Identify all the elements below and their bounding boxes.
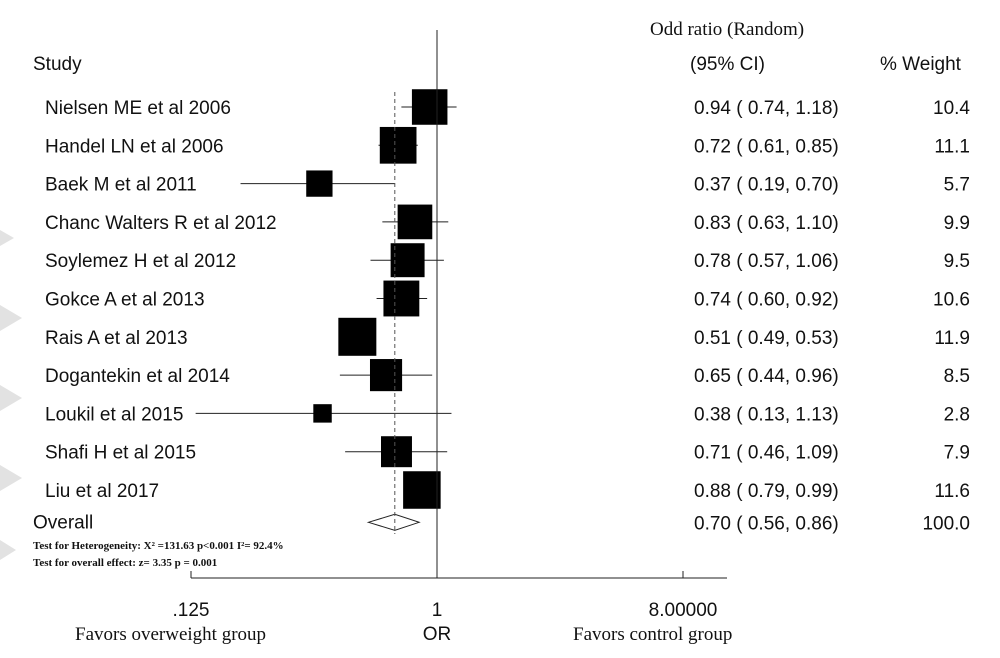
ci-text: 0.88 ( 0.79, 0.99) xyxy=(694,481,839,502)
x-axis-ticks: .125 1 8.00000 xyxy=(173,571,718,621)
weight-text: 5.7 xyxy=(944,175,970,196)
ci-text: 0.37 ( 0.19, 0.70) xyxy=(694,175,839,196)
effect-square xyxy=(338,317,377,356)
weight-text: 10.6 xyxy=(933,290,970,311)
study-row: Gokce A et al 2013 0.74 ( 0.60, 0.92) 10.6 xyxy=(45,280,970,317)
ci-text: 0.71 ( 0.46, 1.09) xyxy=(694,443,839,464)
ci-text: 0.72 ( 0.61, 0.85) xyxy=(694,136,839,157)
tick-label: 1 xyxy=(432,600,443,621)
effect-square xyxy=(369,359,403,392)
tick-label: .125 xyxy=(173,600,210,621)
study-label: Baek M et al 2011 xyxy=(45,175,197,196)
study-row: Handel LN et al 2006 0.72 ( 0.61, 0.85) 11… xyxy=(45,126,970,164)
study-row: Loukil et al 2015 0.38 ( 0.13, 1.13) 2.8 xyxy=(45,404,970,425)
weight-text: 11.1 xyxy=(934,136,970,157)
study-label: Nielsen ME et al 2006 xyxy=(45,98,231,119)
study-header: Study xyxy=(33,54,82,75)
study-row: Baek M et al 2011 0.37 ( 0.19, 0.70) 5.7 xyxy=(45,170,970,197)
overall-diamond xyxy=(366,513,421,531)
study-label: Rais A et al 2013 xyxy=(45,328,188,349)
weight-text: 10.4 xyxy=(933,98,970,119)
right-favors-caption: Favors control group xyxy=(573,624,732,645)
effect-square xyxy=(313,404,332,423)
ci-text: 0.83 ( 0.63, 1.10) xyxy=(694,213,839,234)
study-row: Rais A et al 2013 0.51 ( 0.49, 0.53) 11.9 xyxy=(45,317,970,356)
study-label: Chanc Walters R et al 2012 xyxy=(45,213,277,234)
effect-square xyxy=(403,471,441,509)
ci-text: 0.94 ( 0.74, 1.18) xyxy=(694,98,839,119)
weight-text: 2.8 xyxy=(944,404,970,425)
ci-text: 0.78 ( 0.57, 1.06) xyxy=(694,251,839,272)
overall-effect-note: Test for overall effect: z= 3.35 p = 0.0… xyxy=(33,557,217,569)
overall-ci-text: 0.70 ( 0.56, 0.86) xyxy=(694,513,839,534)
decorative-wedges xyxy=(0,230,22,560)
study-label: Liu et al 2017 xyxy=(45,481,159,502)
study-label: Loukil et al 2015 xyxy=(45,404,183,425)
study-label: Gokce A et al 2013 xyxy=(45,290,205,311)
weight-header: % Weight xyxy=(880,54,962,75)
study-row: Dogantekin et al 2014 0.65 ( 0.44, 0.96) 8… xyxy=(45,359,970,392)
overall-weight-text: 100.0 xyxy=(922,513,970,534)
study-row: Soylemez H et al 2012 0.78 ( 0.57, 1.06) 9… xyxy=(45,243,970,278)
study-rows: Nielsen ME et al 2006 0.94 ( 0.74, 1.18) 1… xyxy=(45,89,970,509)
tick-label: 8.00000 xyxy=(649,600,718,621)
ci-header: (95% CI) xyxy=(690,54,765,75)
overall-label: Overall xyxy=(33,512,93,533)
effect-square xyxy=(383,280,420,317)
study-label: Handel LN et al 2006 xyxy=(45,136,224,157)
effect-square xyxy=(411,89,448,125)
study-row: Shafi H et al 2015 0.71 ( 0.46, 1.09) 7.9 xyxy=(45,436,970,468)
ci-text: 0.74 ( 0.60, 0.92) xyxy=(694,290,839,311)
study-row: Liu et al 2017 0.88 ( 0.79, 0.99) 11.6 xyxy=(45,471,970,509)
study-label: Soylemez H et al 2012 xyxy=(45,251,236,272)
weight-text: 11.9 xyxy=(934,328,970,349)
ci-text: 0.65 ( 0.44, 0.96) xyxy=(694,366,839,387)
weight-text: 9.5 xyxy=(944,251,970,272)
effect-square xyxy=(379,126,417,164)
weight-text: 9.9 xyxy=(944,213,970,234)
left-favors-caption: Favors overweight group xyxy=(75,624,266,645)
weight-text: 7.9 xyxy=(944,443,970,464)
heterogeneity-note: Test for Heterogeneity: X² =131.63 p<0.0… xyxy=(33,540,284,552)
study-row: Chanc Walters R et al 2012 0.83 ( 0.63, 1… xyxy=(45,204,970,240)
effect-square xyxy=(381,436,412,468)
weight-text: 11.6 xyxy=(934,481,970,502)
ci-text: 0.38 ( 0.13, 1.13) xyxy=(694,404,839,425)
effect-square xyxy=(306,170,333,197)
study-label: Dogantekin et al 2014 xyxy=(45,366,230,387)
study-label: Shafi H et al 2015 xyxy=(45,443,196,464)
ci-text: 0.51 ( 0.49, 0.53) xyxy=(694,328,839,349)
measure-header: Odd ratio (Random) xyxy=(650,19,804,40)
weight-text: 8.5 xyxy=(944,366,970,387)
study-row: Nielsen ME et al 2006 0.94 ( 0.74, 1.18) 1… xyxy=(45,89,970,125)
overall-row: Overall 0.70 ( 0.56, 0.86) 100.0 xyxy=(33,512,970,534)
effect-square xyxy=(397,204,433,240)
effect-square xyxy=(390,243,425,278)
x-axis-label: OR xyxy=(423,624,452,645)
